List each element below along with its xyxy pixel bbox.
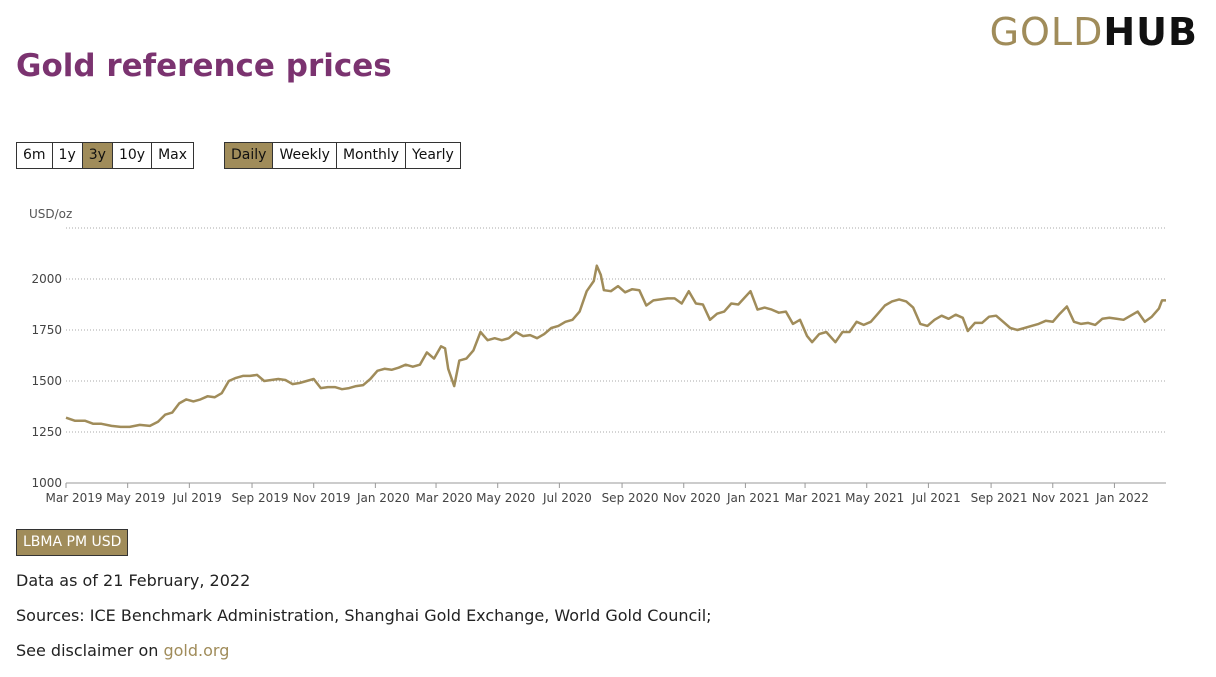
range-button-3y[interactable]: 3y	[81, 142, 113, 169]
series-line-lbma-pm-usd	[65, 264, 1166, 429]
x-tick-label: Mar 2021	[785, 491, 842, 505]
frequency-button-group: Daily Weekly Monthly Yearly	[224, 142, 461, 169]
x-tick-label: Jul 2021	[911, 491, 961, 505]
y-tick-label: 1500	[31, 374, 62, 388]
x-tick-label: Jan 2022	[1095, 491, 1149, 505]
x-tick-label: Jul 2019	[172, 491, 222, 505]
logo-gold-text: GOLD	[989, 10, 1104, 54]
x-tick-label: Jan 2021	[726, 491, 780, 505]
frequency-button-yearly[interactable]: Yearly	[405, 142, 461, 169]
x-tick-label: Jan 2020	[356, 491, 410, 505]
y-axis-label: USD/oz	[29, 207, 72, 221]
range-button-max[interactable]: Max	[151, 142, 195, 169]
page-title: Gold reference prices	[16, 48, 392, 84]
x-tick-label: Nov 2020	[663, 491, 721, 505]
y-tick-label: 1250	[31, 425, 62, 439]
legend-button-lbma-pm-usd[interactable]: LBMA PM USD	[16, 529, 129, 556]
disclaimer-prefix: See disclaimer on	[16, 641, 164, 660]
y-tick-label: 1000	[31, 476, 62, 490]
y-tick-label: 1750	[31, 323, 62, 337]
range-button-group: 6m 1y 3y 10y Max	[16, 142, 195, 169]
x-tick-label: Mar 2019	[46, 491, 103, 505]
x-tick-label: Nov 2019	[293, 491, 351, 505]
x-tick-label: May 2020	[476, 491, 535, 505]
logo-hub-text: HUB	[1103, 10, 1198, 54]
gold-org-link[interactable]: gold.org	[163, 641, 230, 660]
disclaimer-text: See disclaimer on gold.org	[16, 641, 229, 660]
data-as-of-text: Data as of 21 February, 2022	[16, 571, 251, 590]
x-tick-label: Jul 2020	[542, 491, 592, 505]
sources-text: Sources: ICE Benchmark Administration, S…	[16, 606, 712, 625]
x-tick-label: May 2021	[845, 491, 904, 505]
x-tick-label: Sep 2020	[602, 491, 659, 505]
x-tick-label: Mar 2020	[416, 491, 473, 505]
frequency-button-daily[interactable]: Daily	[224, 142, 274, 169]
range-button-1y[interactable]: 1y	[51, 142, 83, 169]
y-tick-label: 2000	[31, 272, 62, 286]
range-button-6m[interactable]: 6m	[16, 142, 53, 169]
x-tick-label: Sep 2019	[232, 491, 289, 505]
x-tick-label: Nov 2021	[1032, 491, 1090, 505]
range-button-10y[interactable]: 10y	[111, 142, 153, 169]
goldhub-logo[interactable]: GOLDHUB	[990, 10, 1198, 54]
x-tick-label: May 2019	[106, 491, 165, 505]
x-tick-label: Sep 2021	[971, 491, 1028, 505]
frequency-button-monthly[interactable]: Monthly	[335, 142, 407, 169]
frequency-button-weekly[interactable]: Weekly	[272, 142, 337, 169]
